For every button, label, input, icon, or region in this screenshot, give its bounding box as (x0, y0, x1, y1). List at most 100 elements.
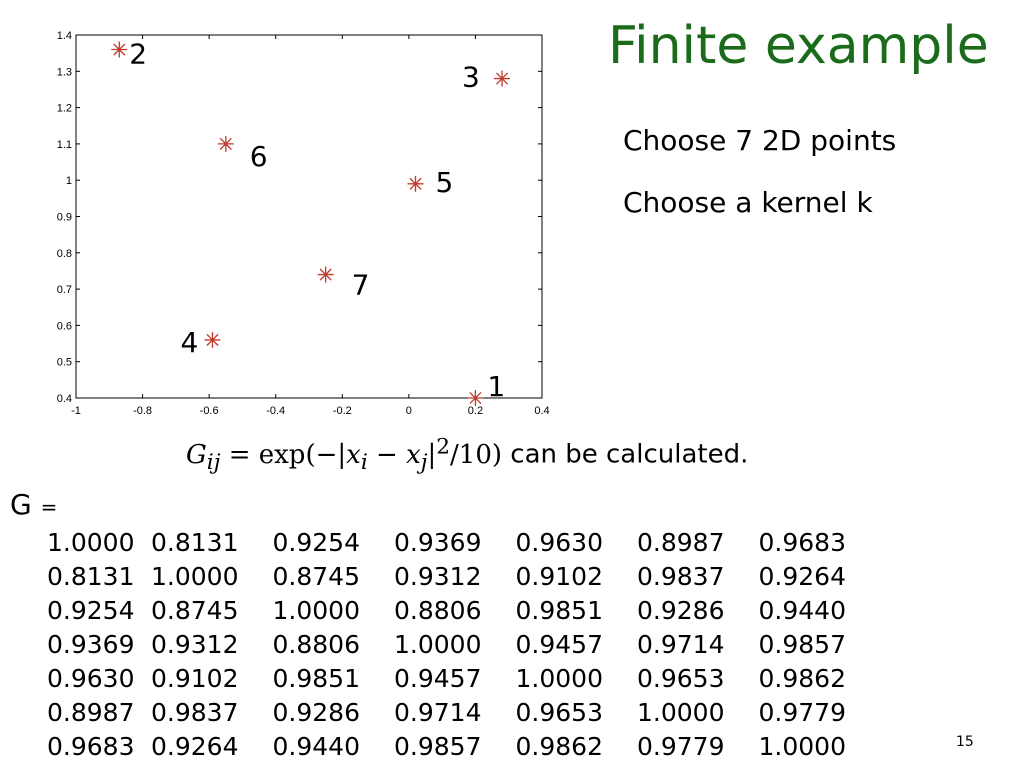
matrix-row: 0.8131 1.0000 0.8745 0.9312 0.9102 0.9837 0.92… (30, 560, 880, 594)
data-point-1: 1 (467, 370, 505, 406)
matrix-cell: 0.8806 (272, 630, 360, 659)
matrix-cell: 0.8987 (637, 528, 725, 557)
point-label: 3 (462, 61, 480, 94)
matrix-cell: 0.9862 (515, 732, 603, 761)
y-tick-label: 0.8 (57, 248, 72, 260)
point-label: 6 (250, 140, 268, 173)
matrix-cell: 0.8131 (151, 528, 239, 557)
point-label: 1 (487, 370, 505, 403)
matrix-cell: 1.0000 (637, 698, 725, 727)
matrix-cell: 0.9630 (47, 664, 135, 693)
matrix-cell: 0.9254 (272, 528, 360, 557)
matrix-equals: = (40, 495, 58, 519)
matrix-row: 0.9630 0.9102 0.9851 0.9457 1.0000 0.9653 0.98… (30, 662, 880, 696)
page-number: 15 (956, 734, 974, 750)
data-point-5: 5 (407, 166, 454, 199)
point-label: 7 (352, 269, 370, 302)
asterisk-stroke (469, 391, 482, 405)
matrix-cell: 1.0000 (394, 630, 482, 659)
point-label: 5 (436, 166, 454, 199)
slide-title: Finite example (608, 16, 989, 76)
matrix-cell: 0.9457 (515, 630, 603, 659)
matrix-row: 0.8987 0.9837 0.9286 0.9714 0.9653 1.0000 0.97… (30, 696, 880, 730)
matrix-cell: 0.9837 (151, 698, 239, 727)
matrix-cell: 0.9440 (272, 732, 360, 761)
y-tick-label: 0.6 (57, 320, 72, 332)
point-label: 2 (129, 38, 147, 71)
formula-text: can be calculated. (510, 439, 749, 470)
asterisk-stroke (219, 137, 232, 150)
point-label: 4 (180, 326, 198, 359)
asterisk-stroke (319, 268, 332, 281)
matrix-cell: 0.9369 (394, 528, 482, 557)
x-tick-label: 0.4 (534, 405, 549, 417)
y-tick-label: 0.4 (57, 393, 72, 405)
matrix-cell: 0.8806 (394, 596, 482, 625)
matrix-cell: 0.9851 (515, 596, 603, 625)
asterisk-stroke (495, 72, 509, 85)
matrix-cell: 1.0000 (47, 528, 135, 557)
y-tick-label: 0.7 (57, 284, 72, 296)
matrix-cell: 0.9862 (758, 664, 846, 693)
matrix-cell: 0.9779 (758, 698, 846, 727)
y-tick-label: 1.4 (57, 30, 72, 42)
matrix-cell: 1.0000 (272, 596, 360, 625)
data-point-2: 2 (111, 38, 147, 71)
matrix-cell: 0.8131 (47, 562, 135, 591)
y-tick-label: 1.1 (57, 139, 72, 151)
matrix-cell: 0.9264 (151, 732, 239, 761)
kernel-formula: Gij = exp(−|xi − xj|2/10) can be calcula… (186, 434, 748, 475)
matrix-cell: 0.9440 (758, 596, 846, 625)
y-tick-label: 1.3 (57, 66, 72, 78)
asterisk-stroke (206, 333, 219, 346)
x-tick-label: -0.2 (333, 405, 352, 417)
matrix-cell: 0.9851 (272, 664, 360, 693)
matrix-label: G = (10, 488, 57, 521)
data-point-6: 6 (217, 135, 268, 173)
x-tick-label: -0.6 (200, 405, 219, 417)
matrix-cell: 0.9457 (394, 664, 482, 693)
x-tick-label: -1 (71, 405, 81, 417)
matrix-cell: 0.9312 (151, 630, 239, 659)
x-tick-label: 0.2 (468, 405, 483, 417)
matrix-cell: 0.9683 (47, 732, 135, 761)
bullet-choose-kernel: Choose a kernel k (623, 186, 873, 219)
matrix-cell: 0.9837 (637, 562, 725, 591)
matrix-cell: 0.8745 (151, 596, 239, 625)
matrix-cell: 0.9630 (515, 528, 603, 557)
y-tick-label: 1.2 (57, 103, 72, 115)
matrix-cell: 0.9714 (637, 630, 725, 659)
matrix-cell: 0.9683 (758, 528, 846, 557)
y-tick-label: 1 (66, 175, 72, 187)
matrix-row: 0.9683 0.9264 0.9440 0.9857 0.9862 0.9779 1.00… (30, 730, 880, 764)
matrix-row: 0.9369 0.9312 0.8806 1.0000 0.9457 0.9714 0.98… (30, 628, 880, 662)
data-point-4: 4 (180, 326, 221, 359)
asterisk-stroke (409, 177, 422, 190)
matrix-cell: 1.0000 (151, 562, 239, 591)
matrix-row: 0.9254 0.8745 1.0000 0.8806 0.9851 0.9286 0.94… (30, 594, 880, 628)
matrix-cell: 0.9653 (515, 698, 603, 727)
matrix-row: 1.0000 0.8131 0.9254 0.9369 0.9630 0.8987 0.96… (30, 526, 880, 560)
matrix-cell: 1.0000 (758, 732, 846, 761)
matrix-cell: 0.8987 (47, 698, 135, 727)
matrix-cell: 0.9312 (394, 562, 482, 591)
matrix-cell: 0.9653 (637, 664, 725, 693)
x-tick-label: -0.4 (266, 405, 285, 417)
data-point-7: 7 (317, 266, 370, 302)
formula-math: Gij = exp(−|xi − xj|2/10) (186, 434, 503, 475)
bullet-choose-points: Choose 7 2D points (623, 124, 897, 157)
axis-ticks: -1 -0.8 -0.6 -0.4 -0.2 0 0.2 0.4 0.4 0.5 0.6 0.7 0.8… (57, 30, 550, 417)
x-tick-label: -0.8 (133, 405, 152, 417)
y-tick-label: 0.5 (57, 357, 72, 369)
matrix-cell: 0.9857 (758, 630, 846, 659)
matrix-cell: 0.9857 (394, 732, 482, 761)
matrix-cell: 0.8745 (272, 562, 360, 591)
matrix-cell: 1.0000 (515, 664, 603, 693)
matrix-cell: 0.9102 (151, 664, 239, 693)
matrix-cell: 0.9286 (272, 698, 360, 727)
y-tick-label: 0.9 (57, 212, 72, 224)
data-points: 1 2 3 4 5 6 7 (111, 38, 511, 406)
matrix-cell: 0.9369 (47, 630, 135, 659)
matrix-cell: 0.9714 (394, 698, 482, 727)
matrix-cell: 0.9254 (47, 596, 135, 625)
